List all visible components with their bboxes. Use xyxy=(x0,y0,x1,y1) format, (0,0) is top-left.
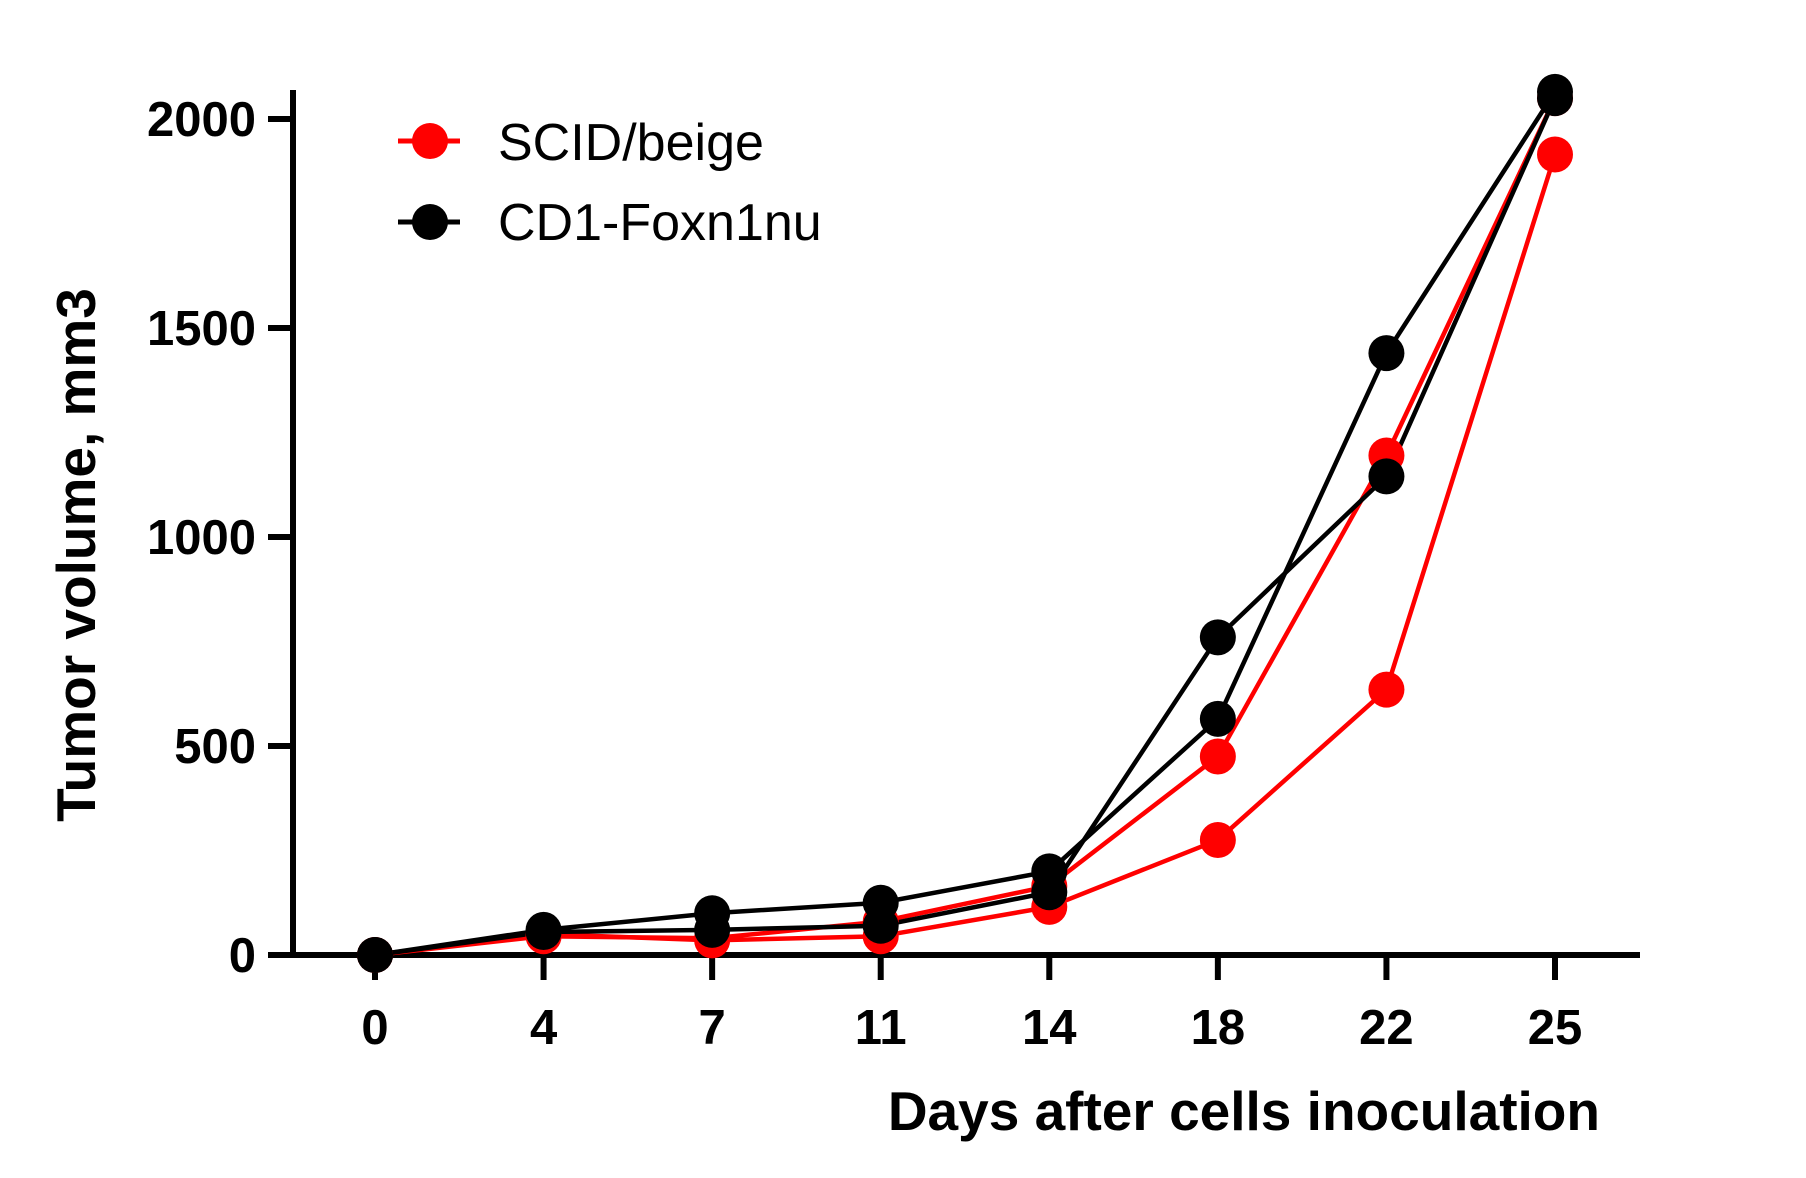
x-tick-label: 18 xyxy=(1191,1001,1246,1055)
series-points xyxy=(357,73,1573,973)
data-point-cd1-foxn1nu xyxy=(1199,619,1236,656)
series-line-cd1-foxn1nu-1 xyxy=(374,90,1557,958)
x-tick-label: 25 xyxy=(1528,1001,1583,1055)
plot-area: 0 500 1000 1500 2000 0 4 7 11 14 18 22 25 xyxy=(147,73,1640,1055)
y-ticks: 0 500 1000 1500 2000 xyxy=(147,93,293,983)
x-tick-label: 11 xyxy=(855,1001,907,1055)
data-point-scid-beige xyxy=(1199,822,1236,859)
data-point-cd1-foxn1nu xyxy=(357,937,393,973)
data-point-cd1-foxn1nu xyxy=(694,911,731,948)
data-point-cd1-foxn1nu xyxy=(1537,80,1573,117)
legend-swatch-scid-beige-marker xyxy=(412,123,448,159)
y-tick-label: 1000 xyxy=(147,511,256,565)
data-point-scid-beige xyxy=(1199,738,1236,775)
x-ticks: 0 4 7 11 14 18 22 25 xyxy=(361,955,1582,1055)
y-tick-label: 0 xyxy=(229,929,256,983)
series-line-cd1-foxn1nu-2 xyxy=(374,97,1558,958)
data-point-cd1-foxn1nu xyxy=(1368,458,1405,495)
legend-item-cd1-foxn1nu: CD1-Foxn1nu xyxy=(398,194,822,252)
legend: SCID/beige CD1-Foxn1nu xyxy=(398,114,822,252)
legend-label-scid-beige: SCID/beige xyxy=(498,114,764,172)
data-point-cd1-foxn1nu xyxy=(862,907,899,944)
series-lines xyxy=(374,90,1558,958)
legend-swatch-cd1-foxn1nu-marker xyxy=(412,204,448,240)
x-tick-label: 7 xyxy=(699,1001,726,1055)
x-tick-label: 22 xyxy=(1359,1001,1414,1055)
x-axis-title: Days after cells inoculation xyxy=(888,1080,1600,1142)
data-point-cd1-foxn1nu xyxy=(1031,874,1068,911)
y-tick-label: 2000 xyxy=(147,93,256,147)
legend-label-cd1-foxn1nu: CD1-Foxn1nu xyxy=(498,194,822,252)
data-point-cd1-foxn1nu xyxy=(1199,700,1236,737)
x-tick-label: 4 xyxy=(530,1001,557,1055)
y-axis-title: Tumor volume, mm3 xyxy=(45,288,107,822)
data-point-scid-beige xyxy=(1537,136,1573,173)
y-tick-label: 500 xyxy=(174,720,256,774)
data-point-cd1-foxn1nu xyxy=(1368,335,1405,372)
x-tick-label: 0 xyxy=(361,1001,388,1055)
y-tick-label: 1500 xyxy=(147,302,256,356)
x-tick-label: 14 xyxy=(1022,1001,1077,1055)
legend-item-scid-beige: SCID/beige xyxy=(398,114,764,172)
data-point-scid-beige xyxy=(1368,671,1405,708)
series-line-scid-beige-2 xyxy=(374,153,1558,958)
data-point-cd1-foxn1nu xyxy=(525,914,562,951)
